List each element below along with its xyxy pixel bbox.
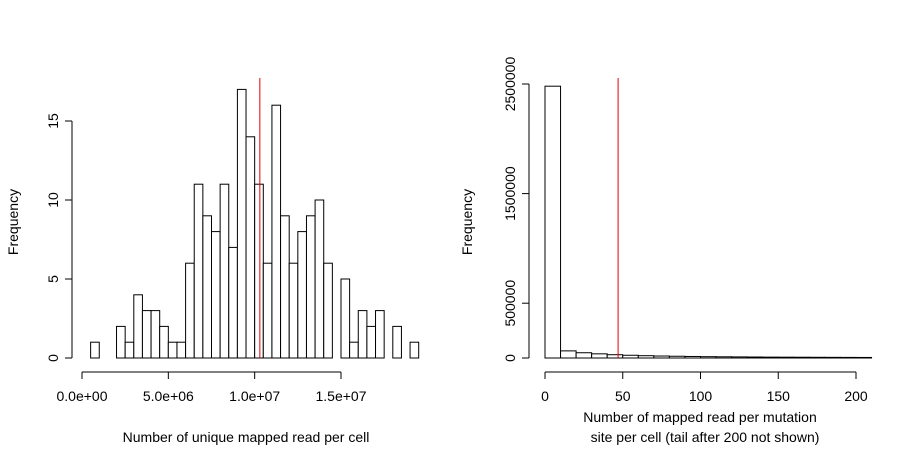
histogram-bar — [668, 355, 686, 359]
histogram-bar — [262, 262, 273, 359]
right-x-axis-title-line1: Number of mapped read per mutation — [583, 409, 816, 425]
left-histogram-panel: 0.0e+00 5.0e+06 1.0e+07 1.5e+07 0 5 10 15 Numb… — [5, 78, 420, 445]
histogram-bar — [777, 356, 795, 359]
y-tick-label: 2500000 — [502, 57, 518, 112]
left-histogram-bars — [90, 88, 420, 359]
histogram-bar — [323, 262, 333, 359]
histogram-bar — [271, 104, 282, 359]
right-x-axis-title-line2: site per cell (tail after 200 not shown) — [591, 429, 820, 445]
histogram-bar — [855, 356, 873, 359]
x-tick-label: 200 — [844, 388, 868, 404]
histogram-bar — [305, 215, 316, 359]
y-tick-label: 500000 — [502, 280, 518, 327]
histogram-bar — [591, 353, 608, 359]
histogram-bar — [637, 355, 655, 359]
x-tick-label: 0.0e+00 — [57, 388, 108, 404]
x-tick-label: 50 — [615, 388, 631, 404]
y-tick-label: 15 — [45, 113, 61, 129]
histogram-bar — [715, 356, 733, 359]
y-tick-label: 0 — [502, 354, 518, 362]
histogram-bar — [90, 341, 100, 359]
histogram-bar — [349, 341, 359, 359]
histogram-bar — [762, 356, 779, 359]
histogram-bar — [141, 310, 152, 359]
x-tick-label: 5.0e+06 — [143, 388, 194, 404]
histogram-bar — [150, 310, 161, 359]
histogram-bar — [731, 356, 748, 359]
histogram-bar — [409, 341, 420, 359]
y-tick-label: 10 — [45, 192, 61, 208]
right-x-axis: 0 50 100 150 200 — [541, 371, 868, 404]
histogram-bar — [202, 215, 212, 359]
histogram-bar — [824, 356, 841, 359]
histogram-bar — [357, 310, 368, 359]
x-tick-label: 1.0e+07 — [229, 388, 280, 404]
histogram-bar — [606, 354, 624, 359]
right-histogram-panel: 0 50 100 150 200 0 500000 1500000 2500000 Numbe… — [459, 57, 873, 445]
histogram-bar — [808, 356, 826, 359]
histogram-bar — [746, 356, 764, 359]
x-tick-label: 1.5e+07 — [316, 388, 367, 404]
histogram-bar — [392, 325, 402, 359]
y-tick-label: 1500000 — [502, 166, 518, 221]
histogram-bar — [193, 183, 204, 359]
x-tick-label: 150 — [767, 388, 791, 404]
left-y-axis-title: Frequency — [5, 189, 21, 255]
left-x-axis: 0.0e+00 5.0e+06 1.0e+07 1.5e+07 — [57, 371, 367, 404]
histogram-bar — [133, 294, 143, 359]
histogram-bar — [839, 356, 857, 359]
histogram-bar — [700, 356, 717, 359]
histogram-bar — [560, 350, 577, 359]
histogram-bar — [176, 341, 187, 359]
left-y-axis: 0 5 10 15 — [45, 113, 73, 362]
histogram-bar — [185, 262, 195, 359]
histogram-bar — [288, 262, 299, 359]
histogram-bar — [280, 215, 290, 359]
histogram-bar — [116, 325, 126, 359]
histogram-bar — [167, 341, 178, 359]
histogram-bar — [314, 199, 325, 359]
right-y-axis: 0 500000 1500000 2500000 — [502, 57, 530, 362]
histogram-bar — [211, 231, 221, 359]
x-tick-label: 0 — [541, 388, 549, 404]
y-tick-label: 0 — [45, 354, 61, 362]
histogram-bar — [575, 352, 593, 359]
histogram-bar — [544, 85, 562, 359]
x-tick-label: 100 — [689, 388, 713, 404]
histogram-bar — [297, 231, 307, 359]
histogram-bar — [340, 278, 351, 359]
right-histogram-bars — [544, 85, 873, 359]
histogram-bar — [124, 341, 135, 359]
histogram-bar — [219, 183, 230, 359]
left-x-axis-title: Number of unique mapped read per cell — [123, 429, 370, 445]
histogram-bar — [228, 246, 238, 359]
histogram-bar — [366, 325, 377, 359]
histogram-bar — [375, 310, 385, 359]
histogram-bar — [684, 355, 702, 359]
histogram-bar — [159, 325, 169, 359]
histogram-bar — [793, 356, 810, 359]
histogram-bar — [653, 355, 670, 359]
histogram-bar — [245, 136, 256, 359]
histogram-bar — [622, 354, 639, 359]
histogram-bar — [236, 88, 247, 359]
histogram-bar — [254, 183, 264, 359]
y-tick-label: 5 — [45, 275, 61, 283]
right-y-axis-title: Frequency — [459, 189, 475, 255]
